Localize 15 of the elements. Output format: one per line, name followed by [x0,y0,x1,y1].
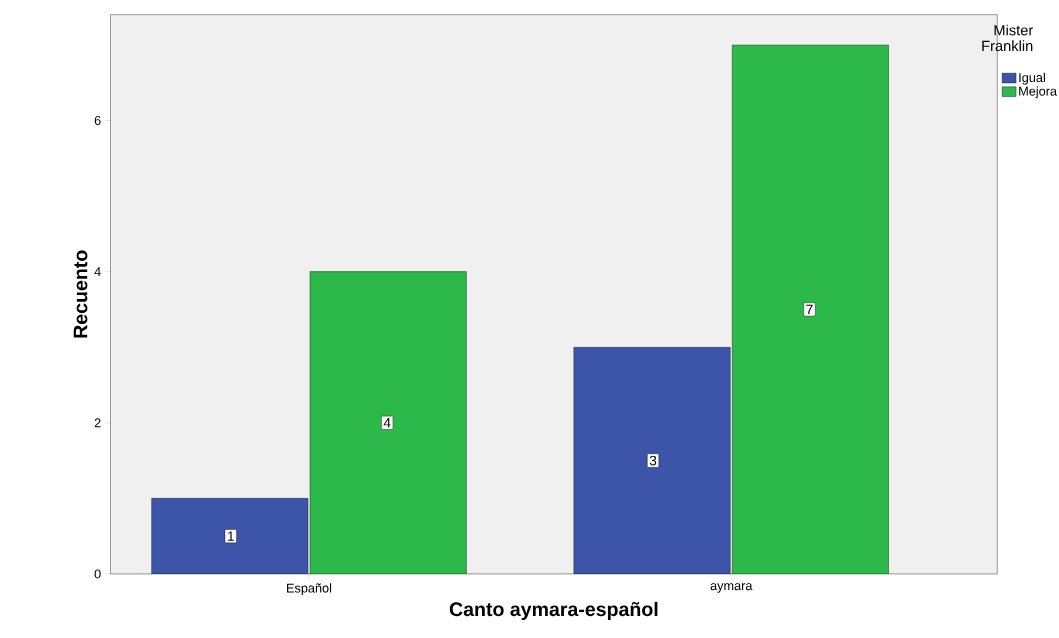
legend-label: Igual [1019,72,1045,85]
data-label: 1 [227,531,234,541]
x-tick-label: Español [287,583,332,595]
y-tick-label: 2 [94,418,101,427]
legend-label: Mejora [1019,86,1058,98]
y-axis-title: Recuento [73,250,88,338]
data-label: 7 [806,304,813,314]
legend-title: Mister Franklin [982,24,1034,51]
x-tick-label: aymara [710,583,753,593]
y-tick-label: 6 [94,115,101,125]
x-axis-title: Canto aymara-español [449,601,658,620]
y-tick-label: 0 [94,569,101,579]
y-tick-label: 4 [94,267,101,276]
data-label: 4 [383,417,391,428]
data-label: 3 [649,455,657,466]
